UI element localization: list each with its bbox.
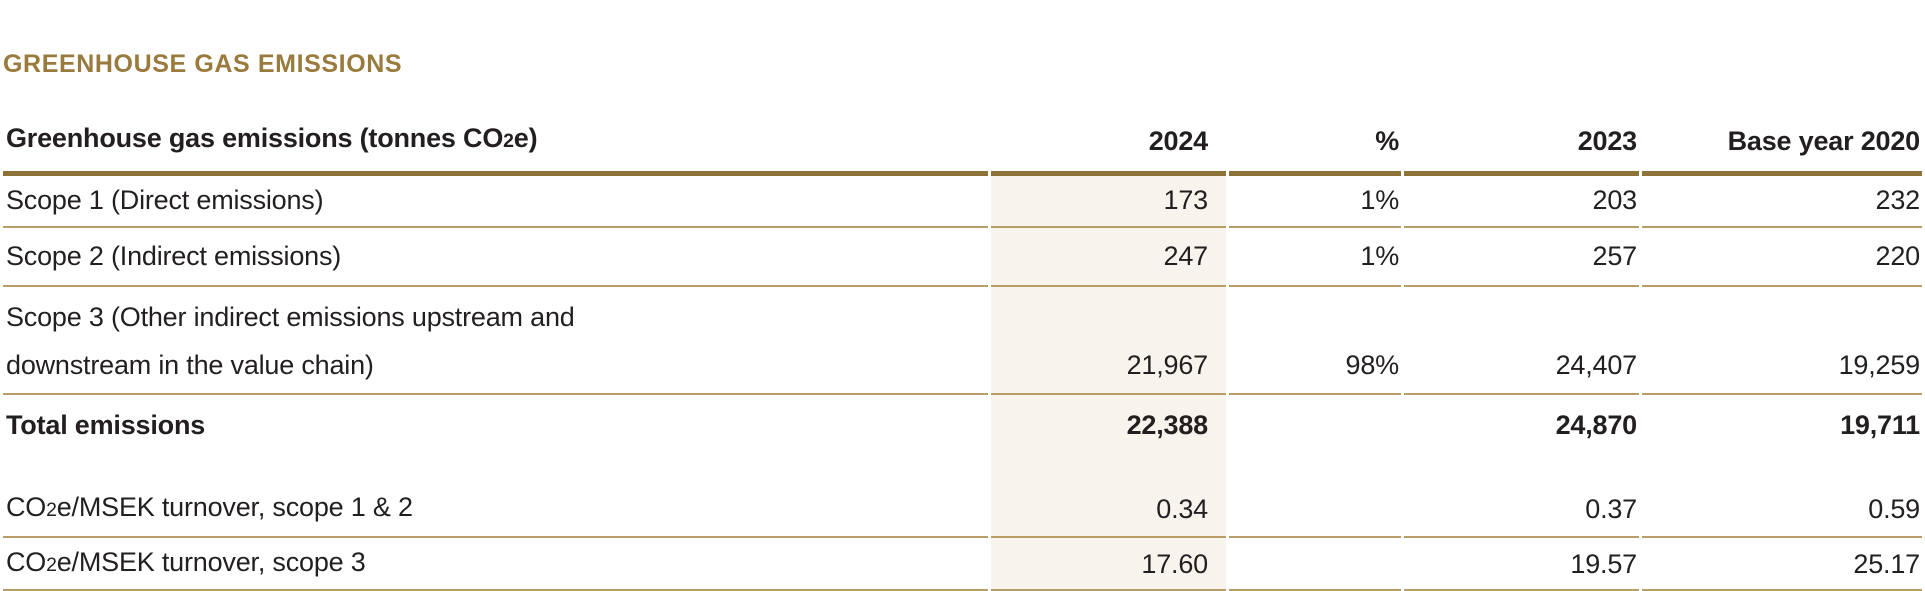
cell-2024: 247: [991, 228, 1226, 287]
cell-percent: [1229, 538, 1401, 591]
subscript-2: 2: [503, 130, 514, 152]
header-col-2023: 2023: [1404, 92, 1639, 176]
table-row-scope2: Scope 2 (Indirect emissions) 247 1% 257 …: [3, 228, 1922, 287]
cell-base-2020: 19,711: [1840, 410, 1920, 440]
cell-percent: 1%: [1229, 176, 1401, 228]
header-col-percent: %: [1229, 92, 1401, 176]
cell-2024: 173: [991, 176, 1226, 228]
subscript-2: 2: [46, 554, 57, 576]
cell-2024: 22,388: [991, 395, 1226, 451]
cell-percent: 1%: [1229, 228, 1401, 287]
cell-base-2020: 19,259: [1642, 287, 1922, 395]
table-header-row: Greenhouse gas emissions (tonnes CO2e) 2…: [3, 92, 1922, 176]
cell-2024: 17.60: [991, 538, 1226, 591]
cell-percent: 98%: [1229, 287, 1401, 395]
cell-base-2020: 0.59: [1642, 481, 1922, 538]
row-label: CO2e/MSEK turnover, scope 3: [3, 538, 988, 591]
table-row-co2e-scope3: CO2e/MSEK turnover, scope 3 17.60 19.57 …: [3, 538, 1922, 591]
cell-2023: 24,407: [1404, 287, 1639, 395]
cell-base-2020: 232: [1642, 176, 1922, 228]
table-row-total: Total emissions 22,388 24,870 19,711: [3, 395, 1922, 451]
subscript-2: 2: [46, 499, 57, 521]
table-row-scope1: Scope 1 (Direct emissions) 173 1% 203 23…: [3, 176, 1922, 228]
cell-2023: 257: [1404, 228, 1639, 287]
row-label: CO2e/MSEK turnover, scope 1 & 2: [3, 481, 988, 538]
cell-2024: 0.34: [991, 481, 1226, 538]
row-label: Total emissions: [6, 410, 206, 440]
table-row-scope3: Scope 3 (Other indirect emissions upstre…: [3, 287, 1922, 395]
cell-2023: 203: [1404, 176, 1639, 228]
cell-2023: 19.57: [1404, 538, 1639, 591]
row-label: Scope 2 (Indirect emissions): [3, 228, 988, 287]
cell-2023: 0.37: [1404, 481, 1639, 538]
row-label-line2: downstream in the value chain): [6, 350, 374, 380]
header-label: Greenhouse gas emissions (tonnes CO2e): [3, 92, 988, 176]
section-title: GREENHOUSE GAS EMISSIONS: [3, 50, 403, 78]
emissions-table: Greenhouse gas emissions (tonnes CO2e) 2…: [0, 92, 1925, 591]
row-label-line1: Scope 3 (Other indirect emissions upstre…: [6, 302, 575, 332]
spacer-row: [3, 451, 1922, 481]
cell-base-2020: 25.17: [1642, 538, 1922, 591]
header-col-2024: 2024: [991, 92, 1226, 176]
table-row-co2e-scope12: CO2e/MSEK turnover, scope 1 & 2 0.34 0.3…: [3, 481, 1922, 538]
row-label: Scope 1 (Direct emissions): [3, 176, 988, 228]
row-label: Scope 3 (Other indirect emissions upstre…: [3, 287, 988, 395]
cell-percent: [1229, 481, 1401, 538]
cell-2023: 24,870: [1555, 410, 1638, 440]
cell-2024: 21,967: [991, 287, 1226, 395]
cell-base-2020: 220: [1642, 228, 1922, 287]
cell-percent: [1229, 395, 1401, 451]
header-col-base-2020: Base year 2020: [1642, 92, 1922, 176]
